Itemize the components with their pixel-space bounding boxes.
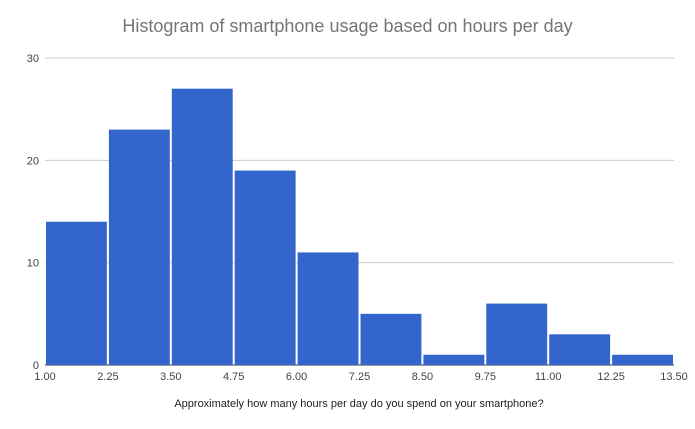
y-tick-label-2: 20	[27, 155, 39, 167]
x-tick-label-8: 11.00	[535, 371, 562, 383]
chart-title: Histogram of smartphone usage based on h…	[122, 16, 573, 36]
x-tick-label-6: 8.50	[412, 371, 433, 383]
histogram-bar-4	[297, 252, 359, 365]
x-tick-label-1: 2.25	[97, 371, 118, 383]
x-tick-label-10: 13.50	[660, 371, 688, 383]
histogram-bar-2	[171, 88, 233, 365]
y-tick-label-1: 10	[27, 258, 39, 270]
y-tick-label-0: 0	[33, 360, 39, 372]
x-axis-label: Approximately how many hours per day do …	[174, 398, 544, 410]
histogram-bar-1	[108, 129, 170, 365]
histogram-bar-3	[234, 170, 296, 365]
histogram-bar-0	[46, 221, 107, 365]
x-tick-label-5: 7.25	[349, 371, 370, 383]
y-tick-label-3: 30	[27, 53, 39, 65]
x-tick-label-7: 9.75	[475, 371, 496, 383]
histogram-bar-8	[549, 334, 611, 365]
x-tick-label-9: 12.25	[597, 371, 625, 383]
x-tick-label-3: 4.75	[223, 371, 244, 383]
x-tick-label-0: 1.00	[34, 371, 55, 383]
x-tick-label-4: 6.00	[286, 371, 307, 383]
histogram-bar-6	[423, 354, 485, 365]
x-tick-label-2: 3.50	[160, 371, 181, 383]
histogram-bar-7	[486, 303, 548, 365]
histogram-bar-9	[612, 354, 673, 365]
histogram-bar-5	[360, 313, 422, 365]
